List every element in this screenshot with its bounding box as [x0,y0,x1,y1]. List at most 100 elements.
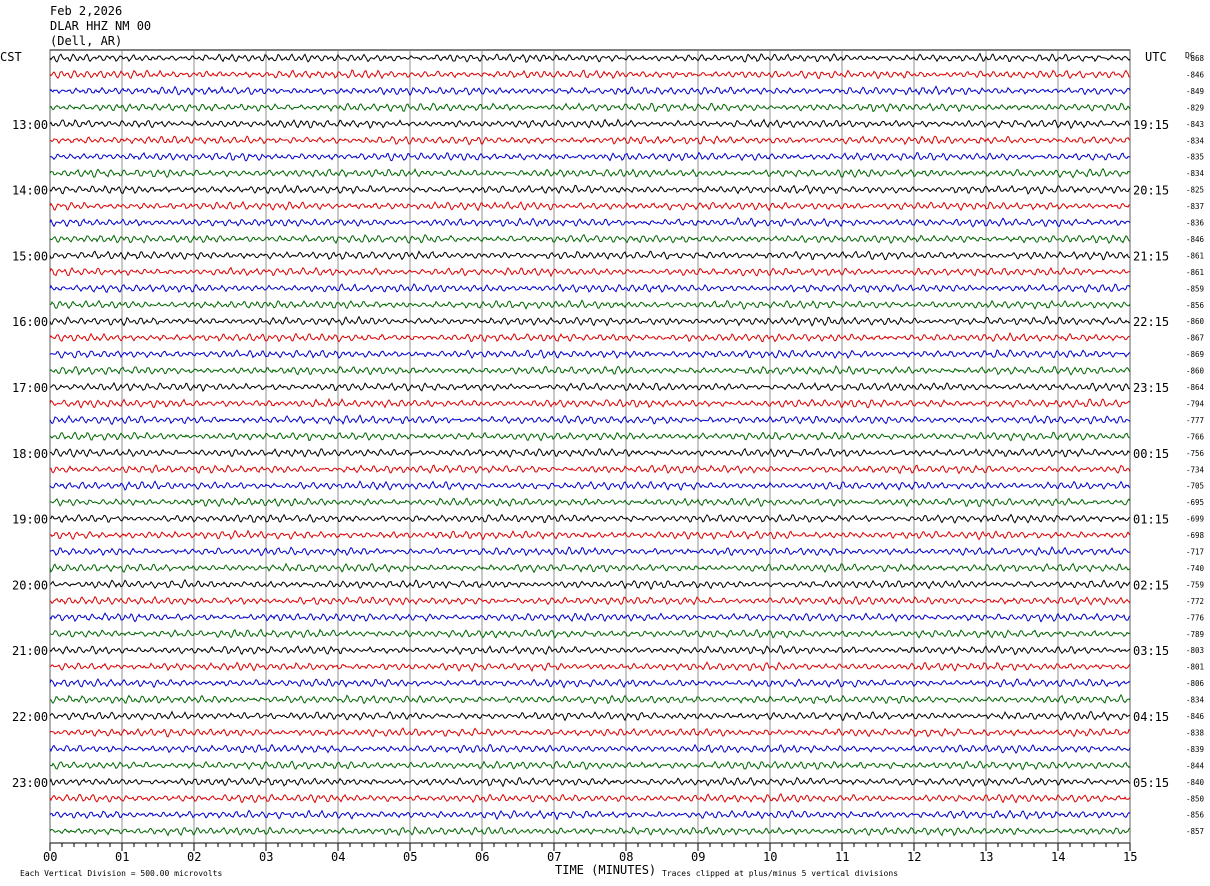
trace-line [49,135,1131,146]
dc-value: -839 [1186,745,1204,754]
left-hour-label: 20:00 [12,578,48,592]
trace-line [49,234,1131,245]
dc-value: -861 [1186,251,1204,260]
dc-value: -734 [1186,465,1205,474]
dc-value: -806 [1186,679,1205,688]
right-hour-label: 05:15 [1133,776,1169,790]
grid-lines [49,49,1131,851]
trace-line [49,513,1131,524]
left-hour-label: 18:00 [12,447,48,461]
location-label: (Dell, AR) [50,34,123,48]
trace-line [49,217,1131,228]
dc-value: -776 [1186,613,1205,622]
dc-value: -840 [1186,778,1205,787]
trace-line [49,595,1131,606]
right-hour-label: 23:15 [1133,381,1169,395]
left-hour-label: 17:00 [12,381,48,395]
dc-value: -766 [1186,432,1205,441]
dc-value: -699 [1186,515,1204,524]
x-tick-label: 07 [547,850,561,864]
clip-note: Traces clipped at plus/minus 5 vertical … [662,869,898,878]
trace-line [49,447,1131,458]
dc-value: -789 [1186,630,1204,639]
dc-value: -864 [1186,383,1205,392]
trace-line [49,431,1131,442]
trace-line [49,809,1131,821]
right-hour-label: 00:15 [1133,447,1169,461]
dc-value: -834 [1186,696,1205,705]
trace-line [49,52,1131,63]
trace-line [49,266,1131,278]
dc-value: -836 [1186,219,1205,228]
trace-line [49,299,1131,310]
dc-value: -829 [1186,103,1204,112]
trace-line [49,167,1131,179]
dc-value: -850 [1186,794,1205,803]
trace-line [49,184,1131,195]
trace-line [49,612,1131,623]
dc-value: -835 [1186,153,1204,162]
trace-line [49,678,1131,689]
x-tick-label: 02 [187,850,201,864]
x-tick-label: 10 [763,850,777,864]
dc-value: -698 [1186,531,1205,540]
x-tick-label: 09 [691,850,705,864]
dc-value: -867 [1186,334,1204,343]
x-tick-label: 13 [979,850,993,864]
dc-value: -857 [1186,827,1204,836]
date-label: Feb 2,2026 [50,4,123,18]
trace-line [49,85,1131,97]
station-label: DLAR HHZ NM 00 [50,19,152,33]
dc-value: -834 [1186,136,1205,145]
dc-value: -860 [1186,317,1205,326]
dc-value: -705 [1186,482,1204,491]
trace-line [49,545,1131,557]
left-hour-label: 22:00 [12,710,48,724]
trace-line [49,349,1131,359]
dc-value: -856 [1186,811,1205,820]
dc-value: -801 [1186,663,1204,672]
x-axis-label: TIME (MINUTES) [555,863,656,877]
dc-value: -759 [1186,580,1204,589]
dc-value: -777 [1186,416,1204,425]
right-hour-label: 01:15 [1133,513,1169,527]
dc-value: -861 [1186,268,1204,277]
trace-line [49,562,1131,574]
dc-value: -843 [1186,120,1204,129]
trace-line [49,694,1131,705]
right-hour-label: 22:15 [1133,315,1169,329]
seismic-traces [49,52,1131,837]
trace-line [49,397,1131,409]
right-hour-label: 21:15 [1133,249,1169,263]
trace-line [49,727,1131,738]
dc-value: -717 [1186,548,1204,557]
x-tick-label: 01 [115,850,129,864]
trace-line [49,250,1131,261]
dc-value: -860 [1186,367,1205,376]
axis-labels: CST UTC DC TIME (MINUTES) Each Vertical … [0,50,1205,878]
right-hour-label: 20:15 [1133,184,1169,198]
dc-label: DC [1185,51,1195,60]
dc-value: -869 [1186,350,1204,359]
trace-line [49,645,1131,656]
x-tick-label: 03 [259,850,273,864]
trace-line [49,365,1131,376]
dc-value: -772 [1186,597,1204,606]
left-hour-label: 19:00 [12,513,48,527]
dc-value: -794 [1186,399,1205,408]
x-tick-label: 00 [43,850,57,864]
trace-line [49,69,1131,80]
scale-note: Each Vertical Division = 500.00 microvol… [20,869,222,878]
right-hour-label: 02:15 [1133,578,1169,592]
trace-line [49,777,1131,788]
dc-value: -695 [1186,498,1204,507]
x-tick-label: 06 [475,850,489,864]
left-hour-label: 13:00 [12,118,48,132]
trace-line [49,118,1131,130]
x-tick-label: 11 [835,850,849,864]
trace-line [49,710,1131,722]
trace-line [49,283,1131,294]
dc-value: -838 [1186,728,1205,737]
x-tick-label: 08 [619,850,633,864]
